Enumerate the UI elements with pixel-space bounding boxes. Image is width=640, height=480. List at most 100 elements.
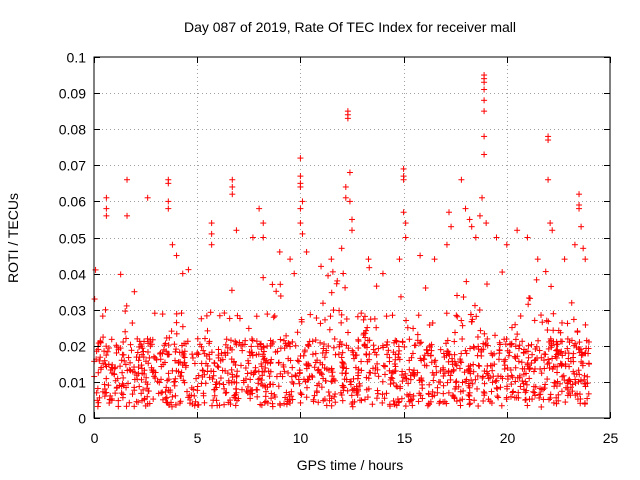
data-point [584, 373, 591, 380]
data-point [340, 270, 347, 277]
data-point [575, 367, 582, 374]
data-point [457, 397, 464, 404]
data-point [181, 340, 188, 347]
data-point [258, 360, 265, 367]
data-point [427, 352, 434, 359]
data-point [504, 364, 511, 371]
data-point [458, 359, 465, 366]
data-point [257, 341, 264, 348]
data-point [254, 393, 261, 400]
data-point [530, 388, 537, 395]
data-point [424, 402, 431, 409]
data-point [105, 382, 112, 389]
data-point [349, 227, 355, 234]
data-point [97, 366, 104, 373]
data-point [165, 205, 172, 212]
data-point [537, 365, 544, 372]
data-point [434, 384, 441, 391]
data-point [545, 345, 552, 352]
data-point [522, 378, 529, 385]
data-point [232, 391, 239, 398]
data-point [517, 383, 524, 390]
data-point [134, 376, 141, 383]
data-point [163, 384, 170, 391]
data-point [419, 395, 426, 402]
data-point [567, 384, 574, 391]
data-point [173, 346, 180, 353]
data-point [222, 390, 229, 397]
data-point [419, 385, 426, 392]
data-point [157, 356, 164, 363]
data-point [242, 364, 249, 371]
data-point [151, 373, 158, 380]
data-point [124, 212, 131, 219]
data-point [530, 368, 537, 375]
data-point [329, 268, 336, 275]
data-point [272, 393, 279, 400]
y-tick-label: 0.08 [59, 122, 86, 138]
data-point [302, 347, 309, 354]
data-point [115, 346, 122, 353]
data-point [100, 334, 107, 341]
data-point [321, 365, 328, 372]
data-point [485, 396, 492, 403]
data-point [248, 343, 255, 350]
data-point [318, 384, 325, 391]
data-point [338, 319, 345, 326]
data-point [460, 387, 467, 394]
data-point [334, 277, 341, 284]
data-point [315, 399, 322, 406]
data-point [343, 370, 350, 377]
data-point [533, 343, 540, 350]
data-point [156, 350, 163, 357]
data-point [343, 316, 350, 323]
y-tick-label: 0.1 [67, 50, 87, 66]
data-point [279, 373, 286, 380]
data-point [216, 312, 223, 319]
data-point [504, 373, 511, 380]
data-point [234, 368, 241, 375]
data-point [163, 394, 170, 401]
data-point [217, 375, 224, 382]
data-point [323, 402, 330, 409]
data-point [317, 359, 324, 366]
data-point [528, 360, 535, 367]
data-point [330, 307, 337, 314]
data-point [466, 401, 473, 408]
data-point [564, 345, 571, 352]
data-point [459, 335, 466, 342]
data-point [585, 350, 592, 357]
data-point [292, 342, 299, 349]
data-point [440, 390, 447, 397]
data-point [558, 388, 565, 395]
data-point [570, 368, 577, 375]
data-point [173, 319, 180, 326]
x-tick-label: 5 [194, 430, 202, 446]
data-point [451, 351, 458, 358]
data-point [548, 340, 555, 347]
data-point [206, 338, 213, 345]
data-point [268, 356, 275, 363]
data-point [367, 316, 374, 323]
data-point [322, 377, 329, 384]
data-point [481, 79, 488, 86]
data-point [437, 379, 444, 386]
data-point [178, 310, 185, 317]
data-point [481, 97, 488, 104]
data-point [172, 357, 179, 364]
data-point [453, 383, 460, 390]
data-point [303, 384, 310, 391]
data-point [280, 337, 287, 344]
data-point [519, 338, 526, 345]
data-point [146, 354, 153, 361]
data-point [532, 383, 539, 390]
data-point [494, 393, 501, 400]
data-point [522, 389, 529, 396]
data-point [206, 374, 213, 381]
data-point [534, 256, 541, 263]
data-point [468, 223, 475, 230]
data-point [409, 350, 416, 357]
data-point [224, 350, 231, 357]
data-point [346, 198, 353, 205]
